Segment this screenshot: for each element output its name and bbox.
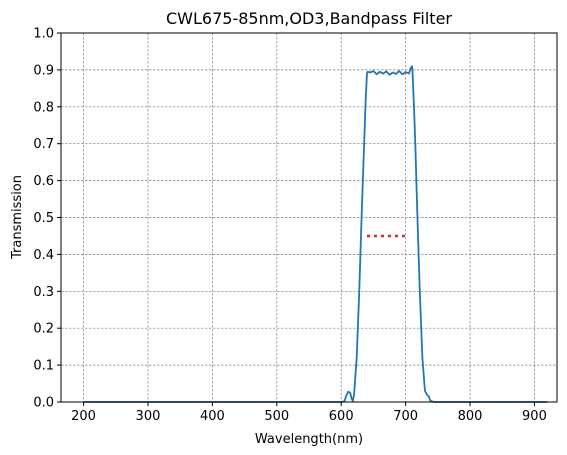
y-tick-label: 0.1	[33, 359, 54, 374]
y-tick-label: 0.4	[33, 248, 54, 263]
y-tick-label: 0.2	[33, 322, 54, 337]
x-tick-label: 500	[264, 409, 289, 424]
y-tick-label: 0.0	[33, 396, 54, 411]
x-axis-label: Wavelength(nm)	[255, 432, 363, 447]
x-tick-label: 600	[329, 409, 354, 424]
y-axis-ticks: 0.0 0.1 0.2 0.3 0.4 0.5 0.6 0.7 0.8 0.9 1.0	[33, 27, 61, 411]
x-tick-label: 200	[71, 409, 96, 424]
x-tick-label: 300	[136, 409, 161, 424]
transmission-curve	[83, 65, 548, 403]
y-tick-label: 0.3	[33, 285, 54, 300]
x-tick-label: 900	[522, 409, 547, 424]
x-axis-ticks: 200 300 400 500 600 700 800 900	[71, 402, 547, 424]
y-tick-label: 0.7	[33, 137, 54, 152]
series-group	[83, 65, 548, 403]
grid-lines	[61, 32, 557, 403]
y-axis-label: Transmission	[10, 175, 25, 260]
x-tick-label: 800	[458, 409, 483, 424]
x-tick-label: 700	[393, 409, 418, 424]
y-tick-label: 0.8	[33, 100, 54, 115]
y-tick-label: 1.0	[33, 27, 54, 42]
chart-title: CWL675-85nm,OD3,Bandpass Filter	[166, 9, 452, 28]
y-tick-label: 0.5	[33, 211, 54, 226]
y-tick-label: 0.6	[33, 174, 54, 189]
y-tick-label: 0.9	[33, 63, 54, 78]
x-tick-label: 400	[200, 409, 225, 424]
